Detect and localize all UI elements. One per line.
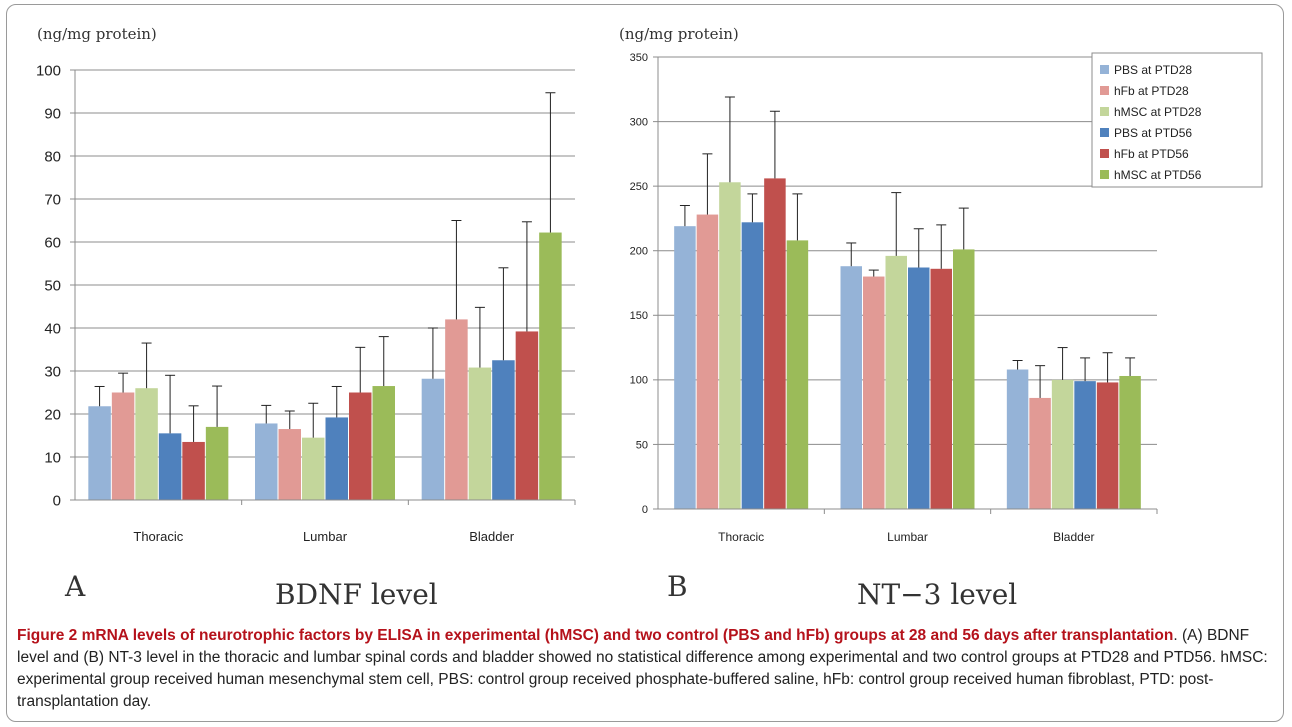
bdnf-bar [205,426,229,500]
nt3-x-tick-label: Bladder [1053,530,1094,544]
nt3-y-tick-label: 350 [630,52,648,64]
panel-a-title: BDNF level [275,578,438,611]
bdnf-y-tick-label: 80 [44,148,61,165]
bdnf-y-tick-label: 70 [44,191,61,208]
bdnf-bar [158,433,182,500]
nt3-y-tick-label: 50 [636,439,648,451]
nt3-y-axis-label: (ng/mg protein) [619,25,739,43]
nt3-bar [1006,369,1029,509]
nt3-y-tick-label: 0 [642,504,648,516]
panel-a-letter: A [65,570,86,603]
bdnf-y-tick-label: 90 [44,105,61,122]
bdnf-bar [515,331,539,500]
nt3-bar [930,268,952,509]
nt3-y-tick-label: 100 [630,375,648,387]
bdnf-y-tick-label: 10 [44,449,61,466]
nt3-y-tick-label: 300 [630,116,648,128]
bdnf-y-tick-label: 50 [44,277,61,294]
bdnf-y-axis-label: (ng/mg protein) [37,25,157,43]
bdnf-bar [325,417,348,500]
nt3-bar [1096,382,1119,509]
panel-b-title: NT−3 level [857,578,1018,611]
bdnf-bar [539,232,562,501]
bdnf-bar [88,406,111,500]
nt3-legend [1091,52,1263,188]
nt3-bar [1051,379,1074,509]
nt3-bar [863,276,885,509]
nt3-y-tick-label: 200 [630,246,648,258]
nt3-bar [1074,381,1096,509]
nt3-legend-label: hFb at PTD56 [1114,147,1189,161]
bdnf-y-tick-label: 40 [44,320,61,337]
figure-caption: Figure 2 mRNA levels of neurotrophic fac… [17,625,1279,713]
nt3-legend-label: PBS at PTD56 [1114,126,1192,140]
nt3-legend-swatch [1100,128,1109,137]
nt3-bar [696,214,719,509]
nt3-x-tick-label: Lumbar [887,530,928,544]
nt3-bar [908,267,930,509]
bdnf-bar [111,392,135,500]
nt3-legend-swatch [1100,107,1109,116]
nt3-legend-label: hFb at PTD28 [1114,84,1189,98]
nt3-legend-swatch [1100,86,1109,95]
nt3-y-tick-label: 250 [630,181,648,193]
nt3-bar [1029,397,1051,509]
charts-canvas: (ng/mg protein) 0 10 20 30 40 50 60 70 80 90 100 Tho… [36,25,1263,544]
nt3-bar [786,240,809,509]
bdnf-bar [349,392,372,500]
bdnf-bar [255,423,278,500]
nt3-y-tick-label: 150 [630,310,648,322]
nt3-bar [719,182,741,510]
bdnf-y-tick-label: 0 [53,492,61,509]
bdnf-bar [468,367,492,500]
nt3-legend-label: PBS at PTD28 [1114,63,1192,77]
caption-text: . (A) BDNF level and (B) NT-3 level in t… [17,627,1268,710]
bdnf-x-tick-label: Bladder [469,529,514,544]
nt3-legend-label: hMSC at PTD28 [1114,105,1202,119]
caption-bold: Figure 2 mRNA levels of neurotrophic fac… [17,627,1174,644]
bdnf-bar [421,378,445,500]
nt3-bar [953,249,975,509]
nt3-bar [741,222,764,509]
panel-b-letter: B [667,570,688,603]
nt3-legend-label: hMSC at PTD56 [1114,168,1202,182]
nt3-bar [764,178,786,509]
bdnf-y-tick-label: 20 [44,406,61,423]
bdnf-bar [182,441,205,500]
bdnf-y-tick-label: 100 [36,62,61,79]
bdnf-bar [492,360,515,500]
bdnf-x-tick-label: Lumbar [303,529,348,544]
bdnf-bar [372,386,395,500]
bdnf-bar [135,388,158,500]
nt3-bar [885,255,907,509]
nt3-legend-swatch [1100,170,1109,179]
nt3-bar [1119,375,1141,509]
nt3-x-tick-label: Thoracic [718,530,764,544]
bdnf-x-tick-label: Thoracic [133,529,183,544]
bdnf-bar [445,319,468,500]
bdnf-y-tick-label: 60 [44,234,61,251]
nt3-legend-swatch [1100,149,1109,158]
nt3-legend-swatch [1100,65,1109,74]
bdnf-bar [278,429,301,500]
bdnf-y-tick-label: 30 [44,363,61,380]
nt3-bar [674,226,696,510]
bdnf-bar [302,437,325,500]
figure-frame: (ng/mg protein) 0 10 20 30 40 50 60 70 80 90 100 Tho… [6,4,1284,722]
nt3-bar [840,266,862,509]
